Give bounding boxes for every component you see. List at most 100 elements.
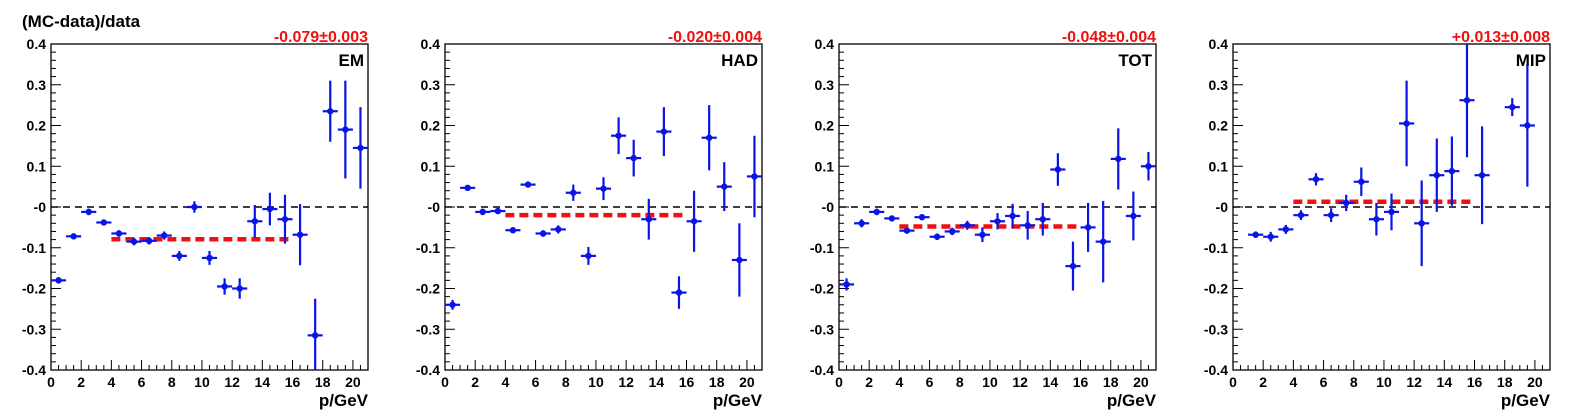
- data-point: [1358, 178, 1365, 185]
- data-point: [1524, 122, 1531, 129]
- data-point: [903, 227, 911, 234]
- data-point: [161, 232, 168, 239]
- data-point: [918, 213, 926, 221]
- y-tick-label: -0.4: [416, 362, 440, 378]
- y-tick-label: 0.2: [27, 118, 47, 134]
- y-tick-label: -0: [34, 199, 47, 215]
- data-point: [176, 252, 183, 260]
- data-point: [281, 216, 289, 223]
- y-tick-label: -0.4: [22, 362, 46, 378]
- x-tick-label: 18: [315, 374, 331, 390]
- x-tick-label: 0: [1229, 374, 1237, 390]
- data-point: [494, 207, 502, 215]
- x-tick-label: 4: [501, 374, 509, 390]
- x-tick-label: 16: [1073, 374, 1089, 390]
- y-tick-label: -0: [822, 199, 835, 215]
- y-tick-label: 0.4: [421, 36, 441, 52]
- y-tick-label: -0.1: [1204, 240, 1228, 256]
- x-tick-label: 20: [1527, 374, 1543, 390]
- x-tick-label: 0: [441, 374, 449, 390]
- y-tick-label: -0.1: [810, 240, 834, 256]
- data-point: [342, 126, 349, 133]
- data-point: [1509, 103, 1516, 111]
- data-point: [191, 203, 198, 211]
- data-point: [933, 233, 941, 240]
- data-point: [858, 220, 865, 227]
- data-point: [1130, 212, 1137, 220]
- x-axis-label: p/GeV: [319, 391, 369, 410]
- data-point: [964, 222, 971, 229]
- panel-label: HAD: [721, 51, 758, 70]
- data-point: [221, 283, 228, 290]
- x-tick-label: 16: [1467, 374, 1483, 390]
- y-tick-label: 0.1: [27, 158, 47, 174]
- y-tick-label: -0.1: [22, 240, 46, 256]
- y-tick-label: -0.3: [1204, 321, 1228, 337]
- data-point: [1312, 176, 1320, 183]
- y-tick-label: 0.2: [421, 118, 441, 134]
- data-point: [1024, 222, 1031, 229]
- data-point: [1267, 233, 1274, 240]
- data-point: [449, 301, 456, 308]
- x-tick-label: 2: [1259, 374, 1267, 390]
- fit-result-text: -0.079±0.003: [274, 29, 368, 46]
- data-point: [585, 252, 592, 260]
- data-point: [1069, 262, 1077, 270]
- data-point: [751, 173, 758, 180]
- data-point: [70, 233, 77, 240]
- data-point: [479, 208, 486, 216]
- data-point: [1039, 216, 1046, 223]
- y-axis-label: (MC-data)/data: [22, 12, 141, 31]
- data-point: [1282, 226, 1290, 233]
- x-tick-label: 4: [1289, 374, 1297, 390]
- y-tick-label: 0.3: [421, 77, 441, 93]
- x-tick-label: 18: [1103, 374, 1119, 390]
- panel-label: TOT: [1118, 51, 1152, 70]
- data-point: [1252, 231, 1259, 238]
- x-tick-label: 14: [1437, 374, 1453, 390]
- data-point: [888, 215, 896, 222]
- data-point: [1463, 97, 1471, 104]
- fit-result-text: -0.020±0.004: [668, 29, 762, 46]
- x-tick-label: 8: [956, 374, 964, 390]
- x-tick-label: 0: [47, 374, 55, 390]
- x-tick-label: 10: [1376, 374, 1392, 390]
- data-point: [570, 189, 577, 196]
- y-tick-label: 0.4: [815, 36, 835, 52]
- data-point: [327, 108, 334, 115]
- x-tick-label: 10: [982, 374, 998, 390]
- y-tick-label: 0.1: [421, 158, 441, 174]
- x-tick-label: 8: [562, 374, 570, 390]
- data-point: [979, 231, 986, 238]
- data-point: [843, 281, 850, 288]
- x-tick-label: 16: [679, 374, 695, 390]
- data-point: [1448, 167, 1456, 175]
- data-point: [994, 218, 1001, 225]
- x-tick-label: 20: [345, 374, 361, 390]
- data-point: [509, 227, 517, 234]
- y-tick-label: 0.3: [1209, 77, 1229, 93]
- x-tick-label: 2: [471, 374, 479, 390]
- x-tick-label: 2: [865, 374, 873, 390]
- data-point: [645, 216, 652, 223]
- data-point: [539, 230, 547, 237]
- data-point: [675, 289, 683, 296]
- x-tick-label: 14: [255, 374, 271, 390]
- x-axis-label: p/GeV: [1501, 391, 1551, 410]
- data-point: [1418, 220, 1425, 227]
- data-point: [1373, 216, 1380, 223]
- y-tick-label: 0.1: [815, 158, 835, 174]
- data-point: [1388, 208, 1395, 216]
- y-tick-label: 0.1: [1209, 158, 1229, 174]
- panel-mip: 0 2 4 6 8 10 12 14 16 18 20 0.4 0.3 0.2 0.1 -0 -0.1 -0.2 -…: [1204, 29, 1551, 410]
- y-tick-label: -0.2: [416, 281, 440, 297]
- x-tick-label: 6: [532, 374, 540, 390]
- data-point: [251, 218, 258, 225]
- x-axis-label: p/GeV: [1107, 391, 1157, 410]
- data-point: [1327, 211, 1335, 219]
- data-point: [690, 218, 698, 225]
- x-tick-label: 10: [588, 374, 604, 390]
- panel-em: 0 2 4 6 8 10 12 14 16 18 20 0.4 0.3 0.2 0.1 -0 -0.1 -0.2 -…: [22, 29, 369, 410]
- y-tick-label: -0: [428, 199, 441, 215]
